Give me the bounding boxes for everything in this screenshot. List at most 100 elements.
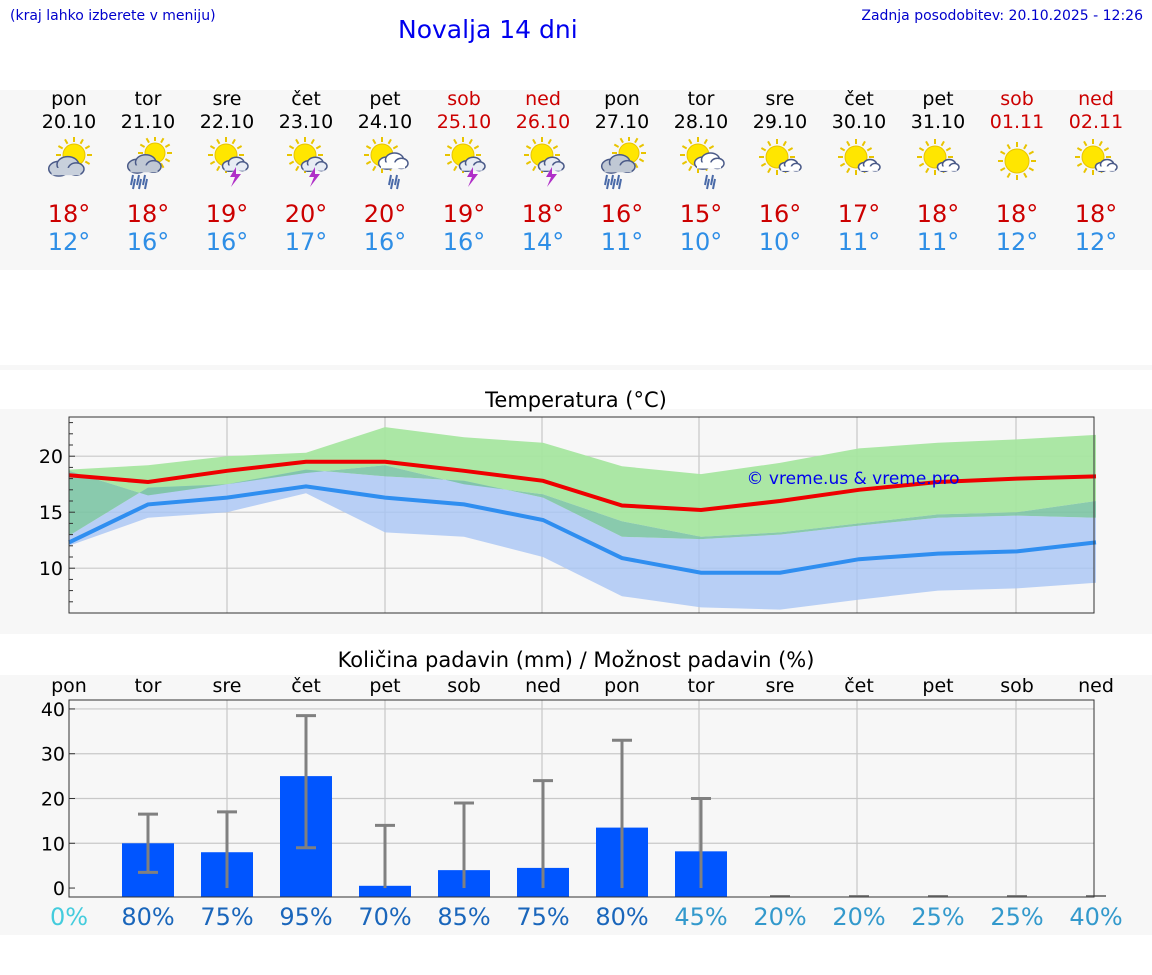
day-column: sre 29.10 16° 10° bbox=[741, 88, 820, 256]
temp-min: 12° bbox=[995, 228, 1039, 256]
day-column: tor 21.10 18° 16° bbox=[109, 88, 188, 256]
precip-probability: 75% bbox=[200, 903, 254, 931]
temp-min: 11° bbox=[600, 228, 644, 256]
sun-thunder-icon bbox=[188, 136, 267, 194]
precip-day-label: pon bbox=[51, 675, 87, 697]
sun-small-cloud-icon bbox=[741, 136, 820, 194]
day-date: 27.10 bbox=[594, 111, 650, 133]
watermark: © vreme.us & vreme.pro bbox=[746, 469, 959, 489]
page-title: Novalja 14 dni bbox=[398, 15, 578, 44]
temp-max: 19° bbox=[205, 200, 249, 228]
precip-day-label: čet bbox=[291, 675, 321, 697]
sun-small-cloud-icon bbox=[899, 136, 978, 194]
precip-probability: 75% bbox=[516, 903, 570, 931]
sun-cloud-rain-icon bbox=[583, 136, 662, 194]
precip-day-label: tor bbox=[134, 675, 162, 697]
day-date: 29.10 bbox=[752, 111, 808, 133]
precip-probability: 70% bbox=[358, 903, 412, 931]
day-date: 25.10 bbox=[436, 111, 492, 133]
y-tick-label: 20 bbox=[41, 789, 65, 811]
precip-day-label: ned bbox=[525, 675, 561, 697]
y-tick-label: 10 bbox=[39, 558, 63, 580]
day-name: pet bbox=[922, 88, 954, 110]
temp-max: 18° bbox=[916, 200, 960, 228]
plot-frame bbox=[68, 416, 1095, 614]
day-date: 22.10 bbox=[199, 111, 255, 133]
temp-min: 10° bbox=[679, 228, 723, 256]
temp-min: 16° bbox=[363, 228, 407, 256]
day-column: sob 25.10 19° 16° bbox=[425, 88, 504, 256]
day-column: pon 27.10 16° 11° bbox=[583, 88, 662, 256]
day-name: ned bbox=[1078, 88, 1114, 110]
location-hint: (kraj lahko izberete v meniju) bbox=[10, 8, 216, 24]
day-name: tor bbox=[134, 88, 162, 110]
precip-day-label: sre bbox=[765, 675, 795, 697]
precip-day-label: sob bbox=[447, 675, 481, 697]
temp-max: 18° bbox=[126, 200, 170, 228]
temp-max: 20° bbox=[284, 200, 328, 228]
precip-probability: 25% bbox=[911, 903, 965, 931]
temp-max: 18° bbox=[521, 200, 565, 228]
day-name: sob bbox=[1000, 88, 1034, 110]
day-name: ned bbox=[525, 88, 561, 110]
precip-day-label: pet bbox=[922, 675, 954, 697]
y-tick-label: 15 bbox=[39, 502, 63, 524]
day-name: pon bbox=[51, 88, 87, 110]
temp-min: 12° bbox=[1074, 228, 1118, 256]
temp-min: 10° bbox=[758, 228, 802, 256]
temp-max: 15° bbox=[679, 200, 723, 228]
day-name: čet bbox=[844, 88, 874, 110]
day-date: 31.10 bbox=[910, 111, 966, 133]
temp-min: 14° bbox=[521, 228, 565, 256]
temp-max: 16° bbox=[600, 200, 644, 228]
last-update: Zadnja posodobitev: 20.10.2025 - 12:26 bbox=[861, 8, 1143, 24]
temp-max: 20° bbox=[363, 200, 407, 228]
temp-max: 19° bbox=[442, 200, 486, 228]
precip-probability: 20% bbox=[832, 903, 886, 931]
day-date: 30.10 bbox=[831, 111, 887, 133]
forecast-band bbox=[0, 90, 1152, 270]
precip-day-label: pet bbox=[369, 675, 401, 697]
day-name: pon bbox=[604, 88, 640, 110]
temp-chart-title: Temperatura (°C) bbox=[485, 388, 667, 412]
day-date: 20.10 bbox=[41, 111, 97, 133]
day-name: pet bbox=[369, 88, 401, 110]
day-column: čet 23.10 20° 17° bbox=[267, 88, 346, 256]
day-name: tor bbox=[687, 88, 715, 110]
precip-day-label: sob bbox=[1000, 675, 1034, 697]
precip-day-label: čet bbox=[844, 675, 874, 697]
sun-thunder-icon bbox=[425, 136, 504, 194]
temp-min: 16° bbox=[442, 228, 486, 256]
day-date: 23.10 bbox=[278, 111, 334, 133]
day-column: pon 20.10 18° 12° bbox=[30, 88, 109, 256]
precip-probability: 40% bbox=[1069, 903, 1123, 931]
precip-probability: 85% bbox=[437, 903, 491, 931]
sun-icon bbox=[978, 136, 1057, 194]
precip-probability: 0% bbox=[49, 903, 89, 931]
day-column: tor 28.10 15° 10° bbox=[662, 88, 741, 256]
day-date: 28.10 bbox=[673, 111, 729, 133]
precip-probability: 95% bbox=[279, 903, 333, 931]
temp-max: 17° bbox=[837, 200, 881, 228]
max-temp-line bbox=[68, 459, 1097, 513]
precip-chart-title: Količina padavin (mm) / Možnost padavin … bbox=[337, 648, 815, 672]
precip-probability: 25% bbox=[990, 903, 1044, 931]
precip-probability: 80% bbox=[121, 903, 175, 931]
day-column: ned 02.11 18° 12° bbox=[1057, 88, 1136, 256]
day-date: 21.10 bbox=[120, 111, 176, 133]
precip-probability: 80% bbox=[595, 903, 649, 931]
day-date: 26.10 bbox=[515, 111, 571, 133]
temp-max: 18° bbox=[47, 200, 91, 228]
temp-min: 11° bbox=[916, 228, 960, 256]
min-temp-line bbox=[68, 484, 1097, 575]
separator bbox=[0, 365, 1152, 370]
temp-min: 16° bbox=[126, 228, 170, 256]
day-name: sob bbox=[447, 88, 481, 110]
precip-bar bbox=[359, 885, 411, 897]
temp-min: 17° bbox=[284, 228, 328, 256]
sun-thunder-icon bbox=[267, 136, 346, 194]
day-name: sre bbox=[765, 88, 795, 110]
day-column: sre 22.10 19° 16° bbox=[188, 88, 267, 256]
temp-max: 18° bbox=[995, 200, 1039, 228]
